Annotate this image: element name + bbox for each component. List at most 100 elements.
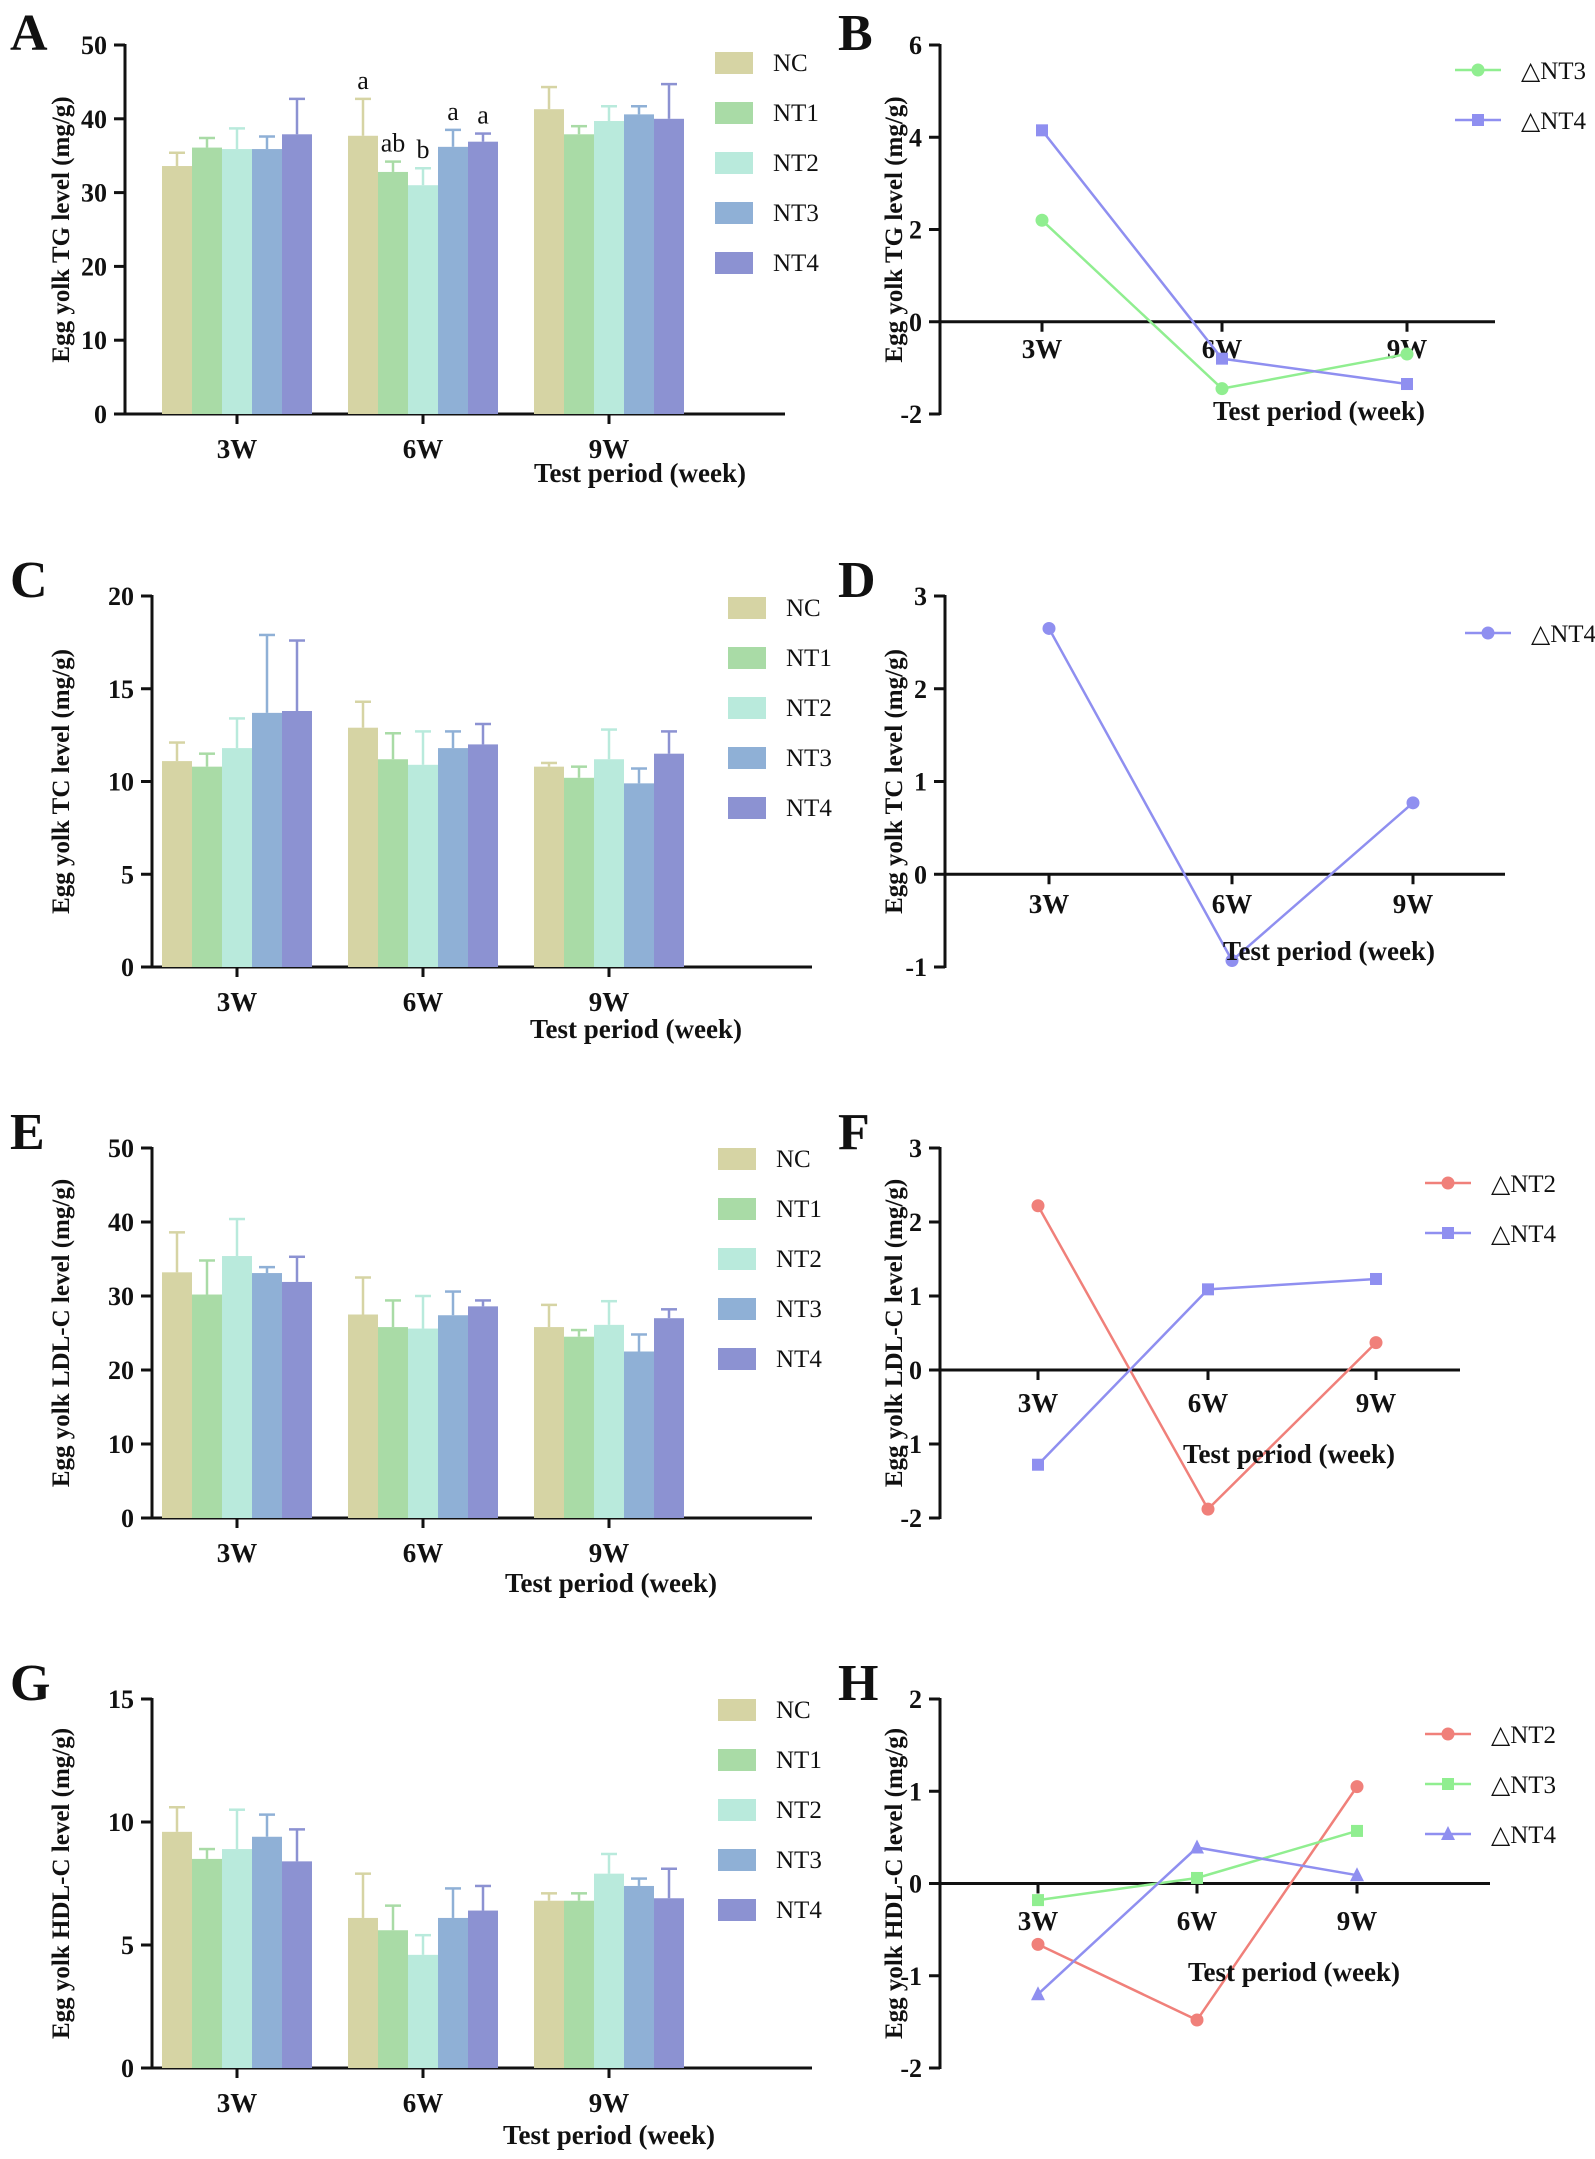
x-tick-label: 3W [1018,1906,1059,1936]
y-axis-label: Egg yolk TC level (mg/g) [48,649,75,914]
bar-nt3-9w [624,1885,654,2068]
legend-swatch-nc [718,1148,756,1170]
x-axis-title: Test period (week) [530,1014,742,1044]
bar-nt1-3w [192,1294,222,1518]
legend-label: NC [776,1697,811,1724]
legend-label: NT4 [776,1897,822,1924]
x-tick-label: 3W [1029,889,1070,919]
bar-nc-3w [162,1272,192,1518]
bar-nt4-9w [654,1318,684,1518]
x-tick-label: 6W [403,2088,444,2118]
x-tick-label: 9W [1393,889,1434,919]
x-tick-label: 6W [1212,889,1253,919]
legend-swatch-nt1 [718,1749,756,1771]
bar-nt4-3w [282,711,312,967]
x-axis-title: Test period (week) [534,458,746,488]
bar-nt4-6w [468,1910,498,2068]
bar-nt3-6w [438,748,468,967]
y-tick-label: 20 [108,582,134,611]
legend-label: NT3 [773,200,819,227]
x-tick-label: 9W [589,2088,630,2118]
y-tick-label: 6 [909,31,922,60]
panel-e: E 0 10 20 30 40 50 Egg yolk LDL-C level (mg/g) 3… [10,1104,822,1598]
x-tick-label: 6W [403,987,444,1017]
bar-nt2-6w [408,185,438,414]
point-delta-nt2-3w [1031,1937,1045,1951]
bar-nt3-3w [252,1836,282,2068]
point-delta-nt4-6w [1202,1283,1214,1296]
bar-nt2-6w [408,764,438,967]
y-tick-label: 2 [909,216,922,245]
legend-swatch-nc [728,597,766,619]
legend-swatch-nt2 [728,697,766,719]
y-tick-label: 2 [909,1685,922,1714]
bar-nc-6w [348,1314,378,1518]
y-tick-label: 10 [108,1430,134,1459]
y-tick-label: 20 [108,1356,134,1385]
y-tick-label: 2 [909,1208,922,1237]
legend-swatch-nc [715,52,753,74]
legend-label: △NT4 [1531,621,1595,648]
significance-letter: a [447,97,459,126]
legend-label: △NT4 [1491,1822,1557,1849]
y-tick-label: 3 [909,1134,922,1163]
x-tick-label: 6W [403,1538,444,1568]
x-tick-label: 6W [1177,1906,1218,1936]
legend-label: △NT3 [1521,58,1586,85]
legend-swatch-nt1 [728,647,766,669]
bar-nt1-6w [378,1930,408,2068]
y-tick-label: 0 [121,953,134,982]
y-axis-label: Egg yolk LDL-C level (mg/g) [48,1179,75,1487]
legend-label: NT4 [773,250,819,277]
bar-nc-6w [348,135,378,415]
y-tick-label: 30 [81,179,107,208]
y-tick-label: 0 [909,1870,922,1899]
point-delta-nt4-9w [1350,1867,1364,1882]
bar-nt2-6w [408,1954,438,2068]
y-tick-label: 0 [909,308,922,337]
bar-nt3-9w [624,114,654,414]
legend-swatch-nt3 [718,1298,756,1320]
legend-marker-delta-nt3 [1471,63,1485,77]
legend-label: △NT4 [1521,108,1587,135]
x-tick-label: 3W [217,987,258,1017]
panel-label: B [838,5,873,62]
legend-swatch-nt3 [715,202,753,224]
bar-nt1-6w [378,171,408,414]
x-tick-label: 9W [1356,1388,1397,1418]
bar-nt4-3w [282,134,312,414]
y-tick-label: 1 [909,1777,922,1806]
x-axis-title: Test period (week) [1183,1439,1395,1469]
x-tick-label: 3W [1022,334,1063,364]
panel-label: D [838,552,876,609]
y-tick-label: 50 [81,31,107,60]
significance-letter: ab [381,129,406,158]
x-axis-title: Test period (week) [1188,1957,1400,1987]
point-delta-nt4-6w [1190,1839,1204,1854]
y-tick-label: 0 [914,860,927,889]
bar-nc-3w [162,1831,192,2068]
y-tick-label: -1 [905,953,927,982]
legend-swatch-nt4 [718,1348,756,1370]
point-delta-nt4-3w [1031,1986,1045,2001]
y-tick-label: 15 [108,1685,134,1714]
bar-nc-9w [534,1900,564,2068]
point-delta-nt2-6w [1190,2013,1204,2027]
point-delta-nt3-6w [1215,382,1229,396]
bar-nt1-9w [564,1336,594,1518]
panel-label: C [10,552,48,609]
legend-label: NT4 [776,1346,822,1373]
y-tick-label: 2 [914,675,927,704]
x-axis-title: Test period (week) [505,1568,717,1598]
bar-nt1-3w [192,147,222,414]
panel-label: G [10,1655,50,1712]
y-tick-label: 10 [108,1808,134,1837]
bar-nc-3w [162,166,192,414]
y-axis-label: Egg yolk TG level (mg/g) [48,96,75,362]
y-tick-label: 0 [121,2054,134,2083]
legend-swatch-nt4 [728,797,766,819]
y-tick-label: 40 [81,105,107,134]
y-tick-label: 3 [914,582,927,611]
